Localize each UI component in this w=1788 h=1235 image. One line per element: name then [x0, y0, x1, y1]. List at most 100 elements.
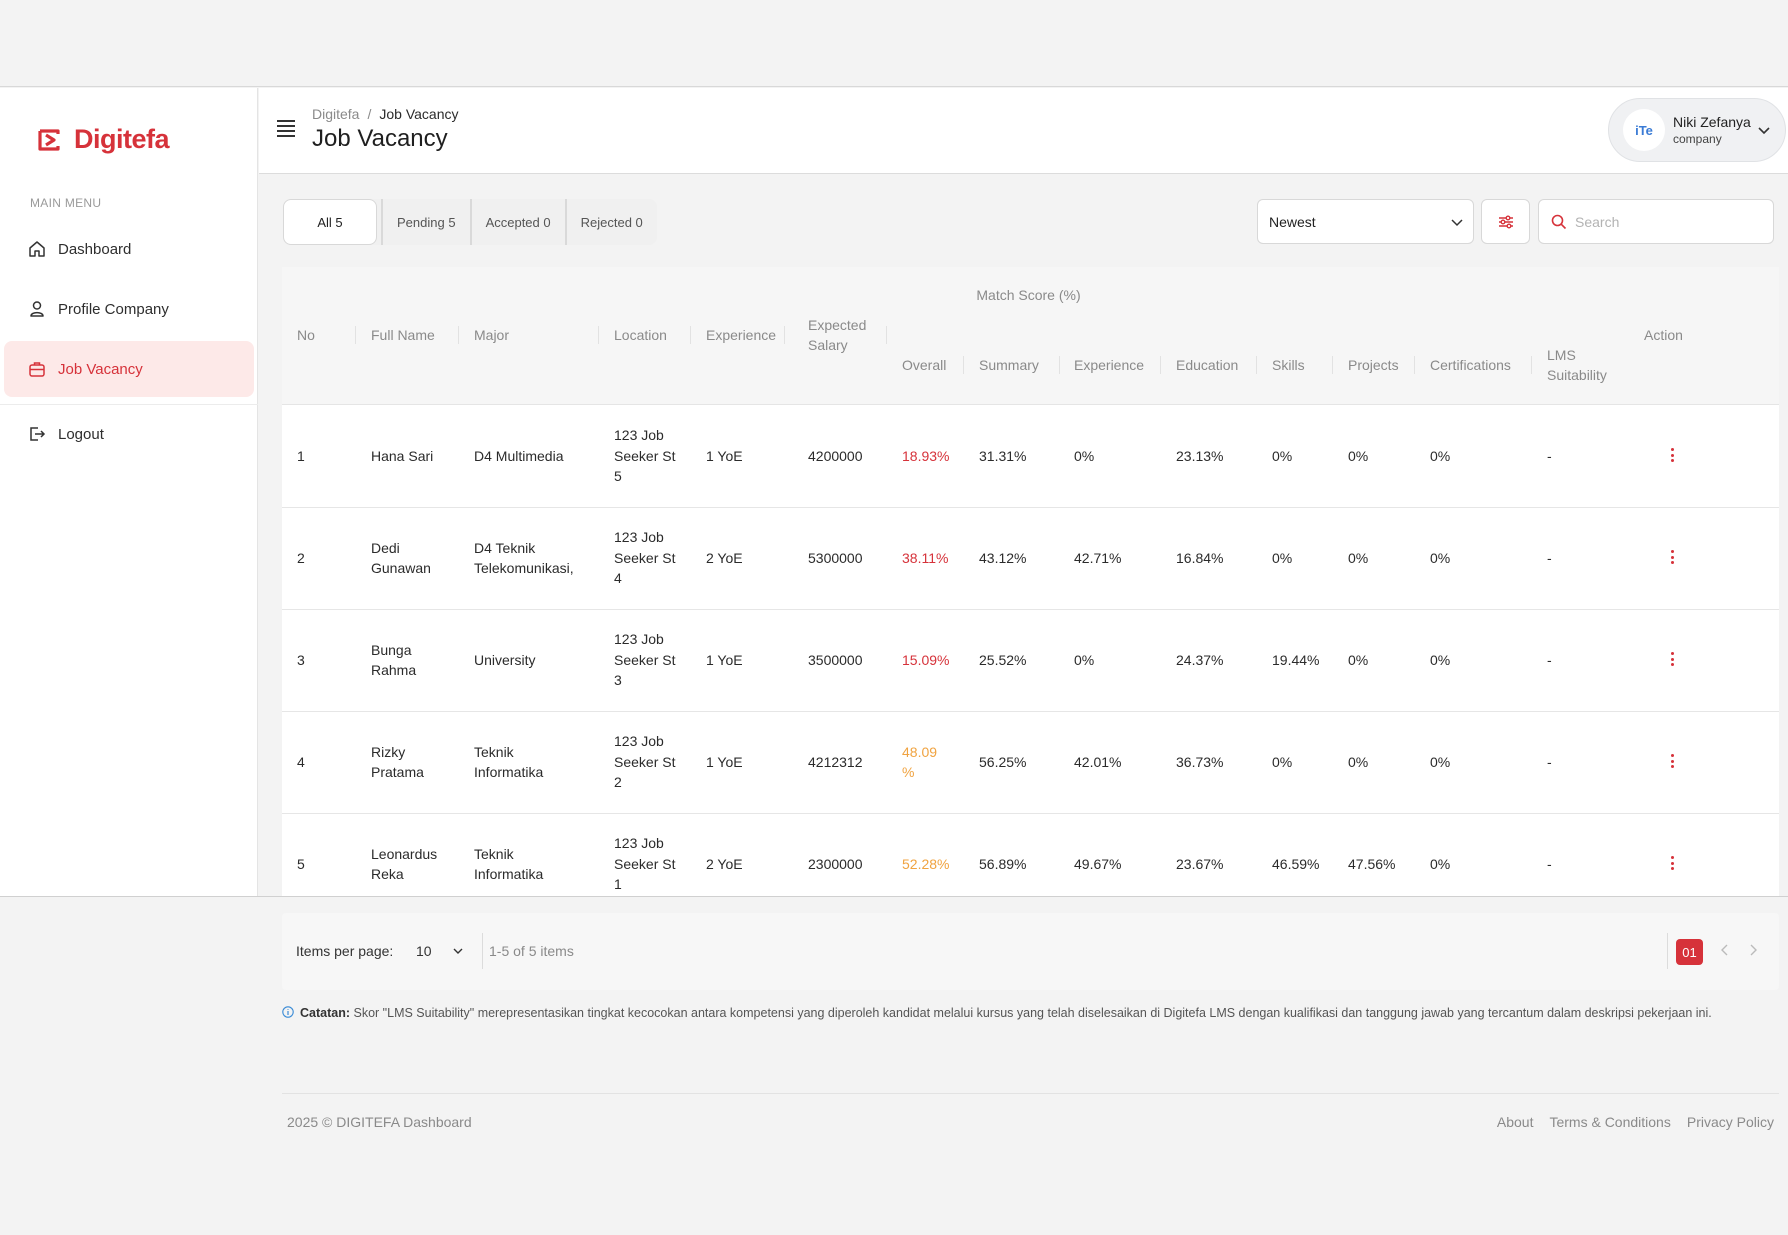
- tab-accepted[interactable]: Accepted 0: [469, 199, 565, 245]
- cell-full-name: Leonardus Reka: [371, 844, 437, 885]
- avatar: iTe: [1623, 109, 1665, 151]
- items-per-page-select[interactable]: 10: [416, 939, 472, 963]
- cell-certifications-score: 0%: [1430, 854, 1450, 875]
- brand-logo[interactable]: Digitefa: [36, 124, 170, 155]
- cell-experience-score: 49.67%: [1074, 854, 1121, 875]
- footer-link-terms[interactable]: Terms & Conditions: [1549, 1114, 1671, 1130]
- items-range: 1-5 of 5 items: [489, 943, 574, 959]
- row-actions-kebab-icon[interactable]: [1671, 652, 1675, 666]
- table-row: 3 Bunga Rahma University 123 Job Seeker St 3 1 …: [282, 610, 1779, 712]
- user-role: company: [1673, 132, 1722, 146]
- col-location: Location: [614, 327, 667, 343]
- cell-major-line: Teknik: [474, 743, 514, 760]
- col-lms-line2: Suitability: [1547, 367, 1607, 383]
- hamburger-menu-icon[interactable]: [277, 120, 295, 137]
- sidebar-item-profile-company[interactable]: Profile Company: [4, 281, 254, 337]
- sidebar-item-label: Logout: [58, 425, 104, 443]
- cell-expected-salary-line: 5300000: [808, 549, 863, 566]
- chevron-right-icon[interactable]: [1746, 943, 1760, 957]
- cell-location-line: 4: [614, 570, 622, 587]
- row-actions-kebab-icon[interactable]: [1671, 856, 1675, 870]
- page-button-current[interactable]: 01: [1676, 939, 1703, 965]
- table-row: 4 Rizky Pratama Teknik Informatika 123 Job See…: [282, 712, 1779, 814]
- cell-experience-score: 42.71%: [1074, 548, 1121, 569]
- col-action: Action: [1644, 327, 1683, 343]
- user-menu[interactable]: iTe Niki Zefanya company: [1608, 98, 1786, 162]
- cell-expected-salary-line: 2300000: [808, 855, 863, 872]
- col-expected-salary-line2: Salary: [808, 337, 848, 353]
- tab-rejected[interactable]: Rejected 0: [564, 199, 657, 245]
- row-actions-kebab-icon[interactable]: [1671, 754, 1675, 768]
- cell-experience-score-line: 0%: [1074, 651, 1095, 668]
- tab-all[interactable]: All 5: [283, 199, 377, 245]
- col-separator: [598, 326, 599, 344]
- cell-certifications-score: 0%: [1430, 446, 1450, 467]
- cell-projects-score-line: 0%: [1348, 651, 1369, 668]
- sidebar-item-dashboard[interactable]: Dashboard: [4, 221, 254, 277]
- cell-experience-line: 2 YoE: [706, 549, 743, 566]
- user-name: Niki Zefanya: [1673, 114, 1751, 130]
- cell-experience: 1 YoE: [706, 752, 743, 773]
- cell-no-line: 3: [297, 651, 305, 668]
- cell-skills-score-line: 46.59%: [1272, 855, 1320, 872]
- cell-education-score-line: 23.67%: [1176, 855, 1224, 872]
- search-input[interactable]: [1575, 213, 1755, 230]
- cell-education-score: 23.13%: [1176, 446, 1223, 467]
- cell-experience: 1 YoE: [706, 650, 743, 671]
- cell-experience-score-line: 0%: [1074, 447, 1095, 464]
- cell-location: 123 Job Seeker St 5: [614, 425, 675, 487]
- cell-experience: 2 YoE: [706, 548, 743, 569]
- divider: [0, 896, 1788, 897]
- row-actions-kebab-icon[interactable]: [1671, 550, 1675, 564]
- cell-projects-score: 0%: [1348, 650, 1368, 671]
- table-header: Match Score (%) No Full Name Major Locat…: [282, 267, 1779, 405]
- cell-major: Teknik Informatika: [474, 844, 543, 885]
- cell-skills-score-line: 0%: [1272, 447, 1293, 464]
- match-score-group-header: Match Score (%): [976, 287, 1081, 303]
- cell-major-line: University: [474, 651, 536, 668]
- items-per-page-label: Items per page:: [296, 943, 394, 959]
- info-icon: [282, 1006, 294, 1018]
- cell-experience: 2 YoE: [706, 854, 743, 875]
- cell-certifications-score-line: 0%: [1430, 447, 1451, 464]
- footer-link-about[interactable]: About: [1496, 1114, 1534, 1130]
- footer-link-privacy[interactable]: Privacy Policy: [1686, 1114, 1774, 1130]
- cell-full-name-line: Pratama: [371, 764, 424, 780]
- cell-major-line: D4 Teknik: [474, 539, 536, 556]
- filter-button[interactable]: [1481, 199, 1530, 244]
- cell-full-name-line: Rizky: [371, 743, 406, 760]
- cell-education-score: 23.67%: [1176, 854, 1223, 875]
- cell-certifications-score-line: 0%: [1430, 855, 1451, 872]
- cell-location-line: Seeker St: [614, 447, 676, 464]
- cell-major-line: Teknik: [474, 845, 514, 862]
- cell-experience-score-line: 42.01%: [1074, 753, 1122, 770]
- cell-overall-score: 18.93%: [902, 446, 949, 467]
- breadcrumb-root[interactable]: Digitefa: [312, 106, 360, 122]
- user-info: Niki Zefanya company: [1673, 114, 1751, 146]
- lms-suitability-note: Catatan: Skor "LMS Suitability" merepres…: [282, 1004, 1779, 1023]
- sidebar-item-label: Dashboard: [58, 240, 132, 258]
- col-separator: [458, 326, 459, 344]
- cell-projects-score-line: 0%: [1348, 753, 1369, 770]
- sort-select[interactable]: Newest: [1257, 199, 1474, 244]
- cell-expected-salary: 4212312: [808, 752, 863, 773]
- page-title: Job Vacancy: [312, 125, 448, 152]
- sidebar-item-logout[interactable]: Logout: [4, 406, 254, 462]
- cell-no: 5: [297, 854, 305, 875]
- cell-lms-suitability: -: [1547, 854, 1552, 875]
- briefcase-icon: [29, 362, 45, 377]
- tab-pending[interactable]: Pending 5: [381, 199, 470, 245]
- cell-experience-score: 42.01%: [1074, 752, 1121, 773]
- cell-lms-suitability-line: -: [1547, 753, 1552, 770]
- cell-projects-score: 0%: [1348, 548, 1368, 569]
- cell-certifications-score: 0%: [1430, 752, 1450, 773]
- divider: [1667, 933, 1668, 969]
- row-actions-kebab-icon[interactable]: [1671, 448, 1675, 462]
- sidebar-item-job-vacancy[interactable]: Job Vacancy: [4, 341, 254, 397]
- cell-major: D4 Teknik Telekomunikasi,: [474, 538, 574, 579]
- cell-education-score: 36.73%: [1176, 752, 1223, 773]
- cell-location-line: 123 Job: [614, 427, 664, 444]
- sidebar: Digitefa MAIN MENU Dashboard Profile Com…: [0, 88, 258, 896]
- cell-full-name-line: Reka: [371, 866, 404, 882]
- chevron-left-icon[interactable]: [1718, 943, 1732, 957]
